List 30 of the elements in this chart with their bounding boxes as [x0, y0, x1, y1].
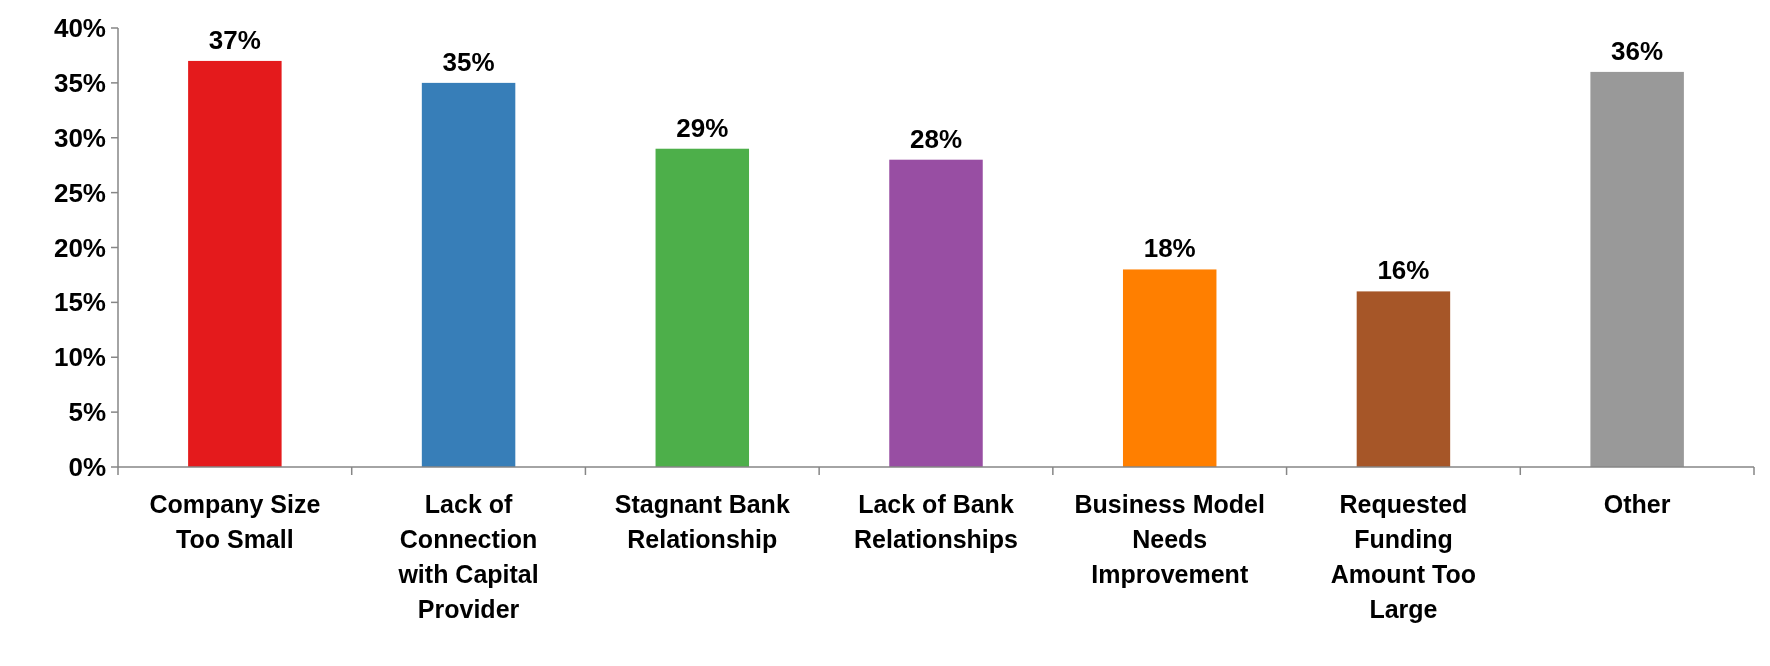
bar — [188, 60, 282, 467]
data-label: 18% — [1143, 233, 1196, 264]
data-label: 28% — [909, 123, 963, 154]
y-tick-label: 0% — [68, 452, 106, 483]
data-label: 35% — [442, 46, 495, 77]
bar — [655, 148, 750, 467]
y-tick-label: 20% — [53, 232, 106, 263]
bar — [1356, 291, 1451, 467]
y-tick-label: 35% — [53, 67, 106, 98]
y-tick-label: 30% — [53, 122, 106, 153]
bar — [1122, 269, 1217, 467]
x-tick-label: Stagnant Bank Relationship — [614, 490, 790, 553]
data-label: 16% — [1377, 255, 1430, 286]
data-label: 36% — [1611, 35, 1664, 66]
y-tick-label: 15% — [53, 287, 106, 318]
data-label: 37% — [208, 24, 261, 55]
x-tick-label: Lack of Bank Relationships — [854, 490, 1018, 553]
x-tick-label: Company Size Too Small — [149, 490, 321, 553]
bar — [421, 82, 516, 467]
y-tick-label: 5% — [68, 397, 106, 428]
x-tick-label: Business Model Needs Improvement — [1074, 490, 1265, 588]
y-tick-label: 40% — [53, 13, 106, 44]
data-label: 29% — [676, 112, 729, 143]
y-tick-label: 25% — [53, 177, 106, 208]
y-tick-label: 10% — [53, 342, 106, 373]
x-tick-label: Requested Funding Amount Too Large — [1330, 490, 1477, 623]
x-tick-label: Lack of Connection with Capital Provider — [397, 490, 539, 623]
x-tick-label: Other — [1603, 490, 1671, 518]
bar — [1590, 71, 1684, 467]
bar — [889, 159, 983, 467]
